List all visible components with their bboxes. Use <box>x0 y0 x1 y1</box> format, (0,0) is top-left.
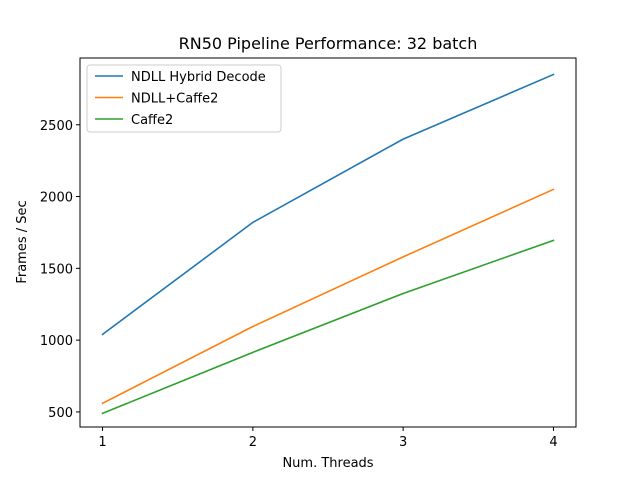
y-axis-label: Frames / Sec <box>15 200 30 283</box>
x-axis: 1 2 3 4 <box>98 427 558 450</box>
y-tick-label: 2500 <box>40 119 73 134</box>
plot-frame <box>79 57 577 428</box>
series-line-0 <box>101 73 555 336</box>
x-tick-label: 3 <box>399 435 407 450</box>
x-tick-label: 1 <box>98 435 106 450</box>
chart-title: RN50 Pipeline Performance: 32 batch <box>179 34 478 53</box>
legend-label: Caffe2 <box>131 113 173 128</box>
series-layer <box>101 73 555 415</box>
legend: NDLL Hybrid Decode NDLL+Caffe2 Caffe2 <box>86 64 282 133</box>
x-tick-label: 2 <box>249 435 257 450</box>
y-tick-label: 1000 <box>40 334 73 349</box>
legend-box <box>86 64 282 133</box>
x-axis-label: Num. Threads <box>282 456 373 471</box>
x-tick-label: 4 <box>549 435 557 450</box>
legend-label: NDLL+Caffe2 <box>131 92 218 107</box>
y-tick-label: 2000 <box>40 191 73 206</box>
series-line-2 <box>101 239 555 415</box>
legend-label: NDLL Hybrid Decode <box>131 70 266 85</box>
y-tick-label: 500 <box>48 406 73 421</box>
y-tick-label: 1500 <box>40 262 73 277</box>
series-line-1 <box>101 188 555 405</box>
y-axis: 500 1000 1500 2000 2500 <box>40 119 80 421</box>
